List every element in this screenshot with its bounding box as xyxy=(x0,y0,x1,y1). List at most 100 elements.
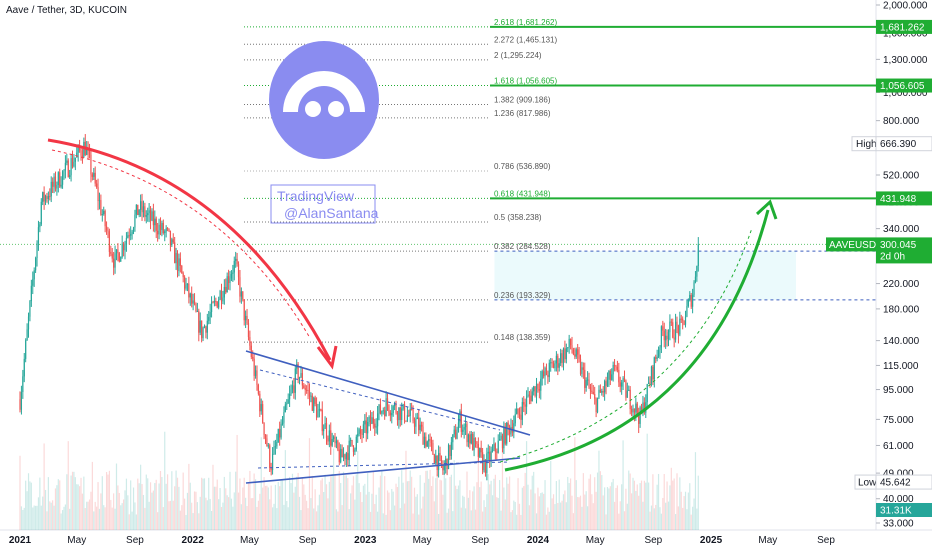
volume-bar xyxy=(341,505,343,530)
candle-body xyxy=(657,350,660,357)
candle-body xyxy=(350,439,352,441)
volume-bar xyxy=(30,482,32,530)
volume-bar xyxy=(388,492,390,530)
fib-label-2: 2 (1,295.224) xyxy=(494,51,542,60)
candle-body xyxy=(361,433,363,435)
fib-label-0.786: 0.786 (536.890) xyxy=(494,162,551,171)
volume-bar xyxy=(565,502,567,530)
candle-body xyxy=(653,357,655,380)
volume-bar xyxy=(432,476,434,530)
volume-bar xyxy=(174,486,176,530)
logo-eye-right xyxy=(328,101,344,117)
volume-bar xyxy=(513,500,515,530)
candle-body xyxy=(629,389,631,410)
volume-bar xyxy=(209,498,211,530)
candle-body xyxy=(341,448,343,458)
volume-bar xyxy=(456,489,458,530)
high-value-bg xyxy=(875,136,932,152)
candle-body xyxy=(545,367,548,375)
volume-bar xyxy=(178,486,180,530)
candle-body xyxy=(527,394,529,397)
candle-body xyxy=(486,453,488,473)
volume-bar xyxy=(474,509,477,530)
candle-body xyxy=(480,447,482,453)
candle-body xyxy=(212,302,214,304)
volume-bar xyxy=(222,502,224,530)
candle-body xyxy=(191,293,193,304)
red-downtrend-arrow xyxy=(47,138,332,361)
candle-body xyxy=(132,227,135,232)
candle-body xyxy=(306,389,308,391)
time-tick-label: May xyxy=(240,535,259,546)
volume-bar xyxy=(609,486,611,530)
time-axis[interactable]: 2021 May Sep 2022 May Sep 2023 May Sep 2024 May Sep… xyxy=(9,535,835,546)
volume-bar xyxy=(182,472,184,530)
volume-bar xyxy=(411,476,413,530)
candle-body xyxy=(256,370,258,386)
chart-title: Aave / Tether, 3D, KUCOIN xyxy=(6,5,127,16)
candle-body xyxy=(596,397,599,413)
volume-bar xyxy=(70,475,72,530)
volume-bar xyxy=(317,505,319,530)
volume-bar xyxy=(149,482,152,530)
candle-body xyxy=(135,204,137,215)
volume-bar xyxy=(433,501,435,530)
candle-body xyxy=(462,429,464,432)
candle-body xyxy=(692,294,694,307)
candle-body xyxy=(203,326,206,328)
volume-bar xyxy=(690,514,692,530)
logo-eye-left xyxy=(305,101,321,117)
candle-body xyxy=(124,244,126,251)
candle-body xyxy=(249,337,251,346)
candle-body xyxy=(416,417,418,420)
volume-bar xyxy=(83,476,85,530)
wedge-upper-line xyxy=(245,350,531,436)
candle-body xyxy=(232,272,234,275)
volume-bar xyxy=(662,497,664,530)
candle-body xyxy=(311,395,313,411)
volume-bar xyxy=(117,485,119,530)
candle-body xyxy=(608,370,610,380)
candle-body xyxy=(121,243,123,258)
volume-bar xyxy=(171,471,173,530)
volume-bar xyxy=(367,473,369,530)
volume-bar xyxy=(463,496,465,530)
volume-bar xyxy=(301,478,303,530)
volume-bar xyxy=(650,505,653,530)
volume-bar xyxy=(120,505,122,530)
candle-body xyxy=(71,158,74,167)
volume-bar xyxy=(472,491,474,530)
candle-body xyxy=(541,371,543,379)
volume-bar xyxy=(205,497,207,530)
candle-body xyxy=(351,439,353,446)
candle-body xyxy=(575,349,577,357)
candle-body xyxy=(157,230,159,235)
candle-body xyxy=(535,383,538,396)
candle-body xyxy=(365,420,367,434)
candle-body xyxy=(517,408,519,414)
volume-bar xyxy=(638,495,640,530)
candle-body xyxy=(537,383,539,390)
price-axis[interactable]: 2,000.000 1,600.000 1,300.000 1,000.000 800.… xyxy=(876,1,928,530)
wedge-lower-line xyxy=(245,457,521,484)
volume-bar xyxy=(350,493,352,530)
volume-bar xyxy=(684,491,687,530)
candle-body xyxy=(320,409,322,411)
candle-body xyxy=(159,224,162,231)
volume-bar xyxy=(296,476,298,530)
volume-bar xyxy=(455,485,457,530)
volume-bar xyxy=(666,481,668,530)
candle-body xyxy=(412,409,414,421)
volume-bar xyxy=(320,480,322,530)
volume-bar xyxy=(561,500,563,530)
volume-bar xyxy=(531,475,533,530)
volume-bar xyxy=(212,464,214,530)
candle-body xyxy=(131,231,133,235)
volume-bar xyxy=(687,492,689,530)
candle-body xyxy=(273,446,275,454)
candle-body xyxy=(447,445,450,470)
candle-body xyxy=(269,445,271,469)
volume-bar xyxy=(162,507,164,530)
volume-bar xyxy=(189,482,191,530)
